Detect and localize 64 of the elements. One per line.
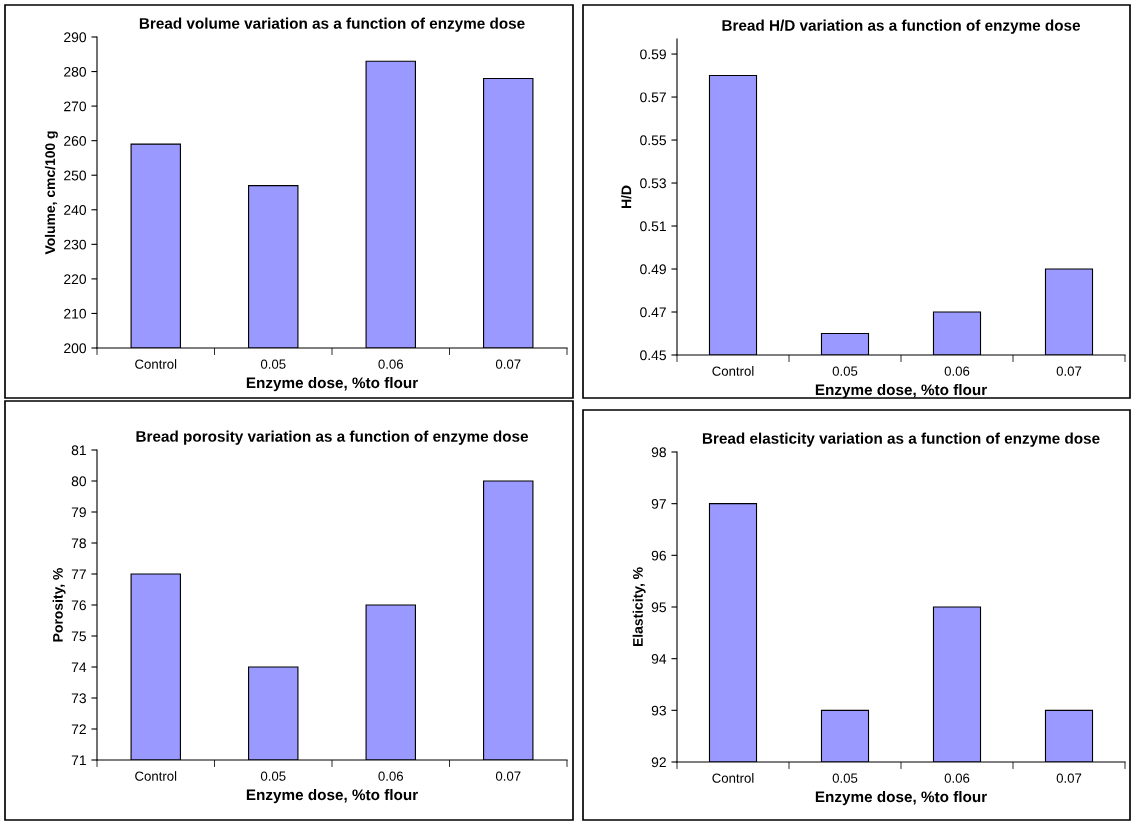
y-tick-label: 92 (651, 757, 666, 768)
x-tick-label: Control (135, 359, 177, 369)
x-tick-label: 0.06 (944, 366, 970, 376)
y-tick-label: 240 (64, 205, 87, 215)
y-tick-label: 95 (651, 602, 666, 613)
y-tick-label: 97 (651, 499, 666, 509)
x-tick-label: 0.05 (260, 359, 286, 369)
x-tick-label: 0.07 (495, 359, 521, 369)
x-tick-label: Control (712, 773, 754, 783)
y-tick-label: 220 (64, 274, 87, 285)
y-tick-label: 270 (64, 101, 87, 112)
y-tick-label: 230 (64, 239, 87, 250)
y-tick-label: 0.55 (640, 135, 666, 146)
chart-title: Bread porosity variation as a function of enzyme dose (136, 430, 529, 445)
y-axis-title: H/D (621, 185, 632, 209)
y-tick-label: 74 (71, 662, 87, 673)
y-tick-label: 98 (651, 447, 666, 458)
y-tick-label: 0.57 (640, 92, 666, 103)
x-tick-label: 0.07 (1056, 773, 1082, 783)
chart-title: Bread volume variation as a function of enzyme dose (139, 17, 525, 32)
y-tick-label: 290 (64, 32, 87, 43)
x-axis-title: Enzyme dose, %to flour (246, 788, 418, 804)
y-tick-label: 78 (71, 538, 86, 549)
y-axis-title: Elasticity, % (632, 567, 646, 647)
y-tick-label: 280 (64, 66, 87, 77)
y-tick-label: 76 (71, 600, 86, 611)
y-tick-label: 93 (651, 705, 666, 716)
x-tick-label: 0.06 (378, 359, 404, 369)
x-tick-label: 0.06 (944, 773, 970, 783)
y-tick-label: 77 (71, 569, 86, 580)
y-tick-label: 0.45 (640, 350, 666, 361)
chart-title: Bread elasticity variation as a function of enzyme dose (702, 432, 1100, 447)
chart-title: Bread H/D variation as a function of enzyme dose (722, 19, 1081, 34)
x-tick-label: 0.05 (832, 773, 858, 783)
x-tick-label: 0.07 (495, 771, 521, 781)
y-tick-label: 73 (71, 693, 86, 704)
y-tick-label: 0.51 (640, 221, 666, 232)
y-tick-label: 71 (71, 755, 86, 766)
y-tick-label: 0.59 (640, 49, 666, 60)
x-tick-label: 0.05 (832, 366, 858, 376)
y-axis-title: Porosity, % (52, 568, 66, 642)
x-tick-label: 0.07 (1056, 366, 1082, 376)
y-tick-label: 80 (71, 476, 87, 487)
x-tick-label: 0.06 (378, 771, 404, 781)
x-tick-label: Control (135, 771, 177, 781)
y-tick-label: 0.53 (640, 178, 666, 189)
x-axis-title: Enzyme dose, %to flour (246, 376, 418, 392)
y-tick-label: 200 (64, 343, 87, 354)
x-tick-label: 0.05 (260, 771, 286, 781)
y-tick-label: 79 (71, 507, 86, 518)
y-tick-label: 72 (71, 724, 86, 735)
y-tick-label: 94 (651, 654, 667, 664)
x-axis-title: Enzyme dose, %to flour (815, 790, 987, 806)
y-tick-label: 0.47 (640, 307, 666, 318)
x-tick-label: Control (712, 366, 754, 376)
y-tick-label: 75 (71, 631, 86, 642)
y-tick-label: 81 (71, 445, 86, 456)
y-axis-title: Volume, cmc/100 g (44, 131, 58, 255)
y-tick-label: 260 (64, 136, 87, 146)
x-axis-title: Enzyme dose, %to flour (815, 383, 987, 399)
y-tick-label: 250 (64, 170, 87, 181)
y-tick-label: 210 (64, 308, 87, 319)
y-tick-label: 0.49 (640, 264, 666, 275)
y-tick-label: 96 (651, 550, 666, 561)
